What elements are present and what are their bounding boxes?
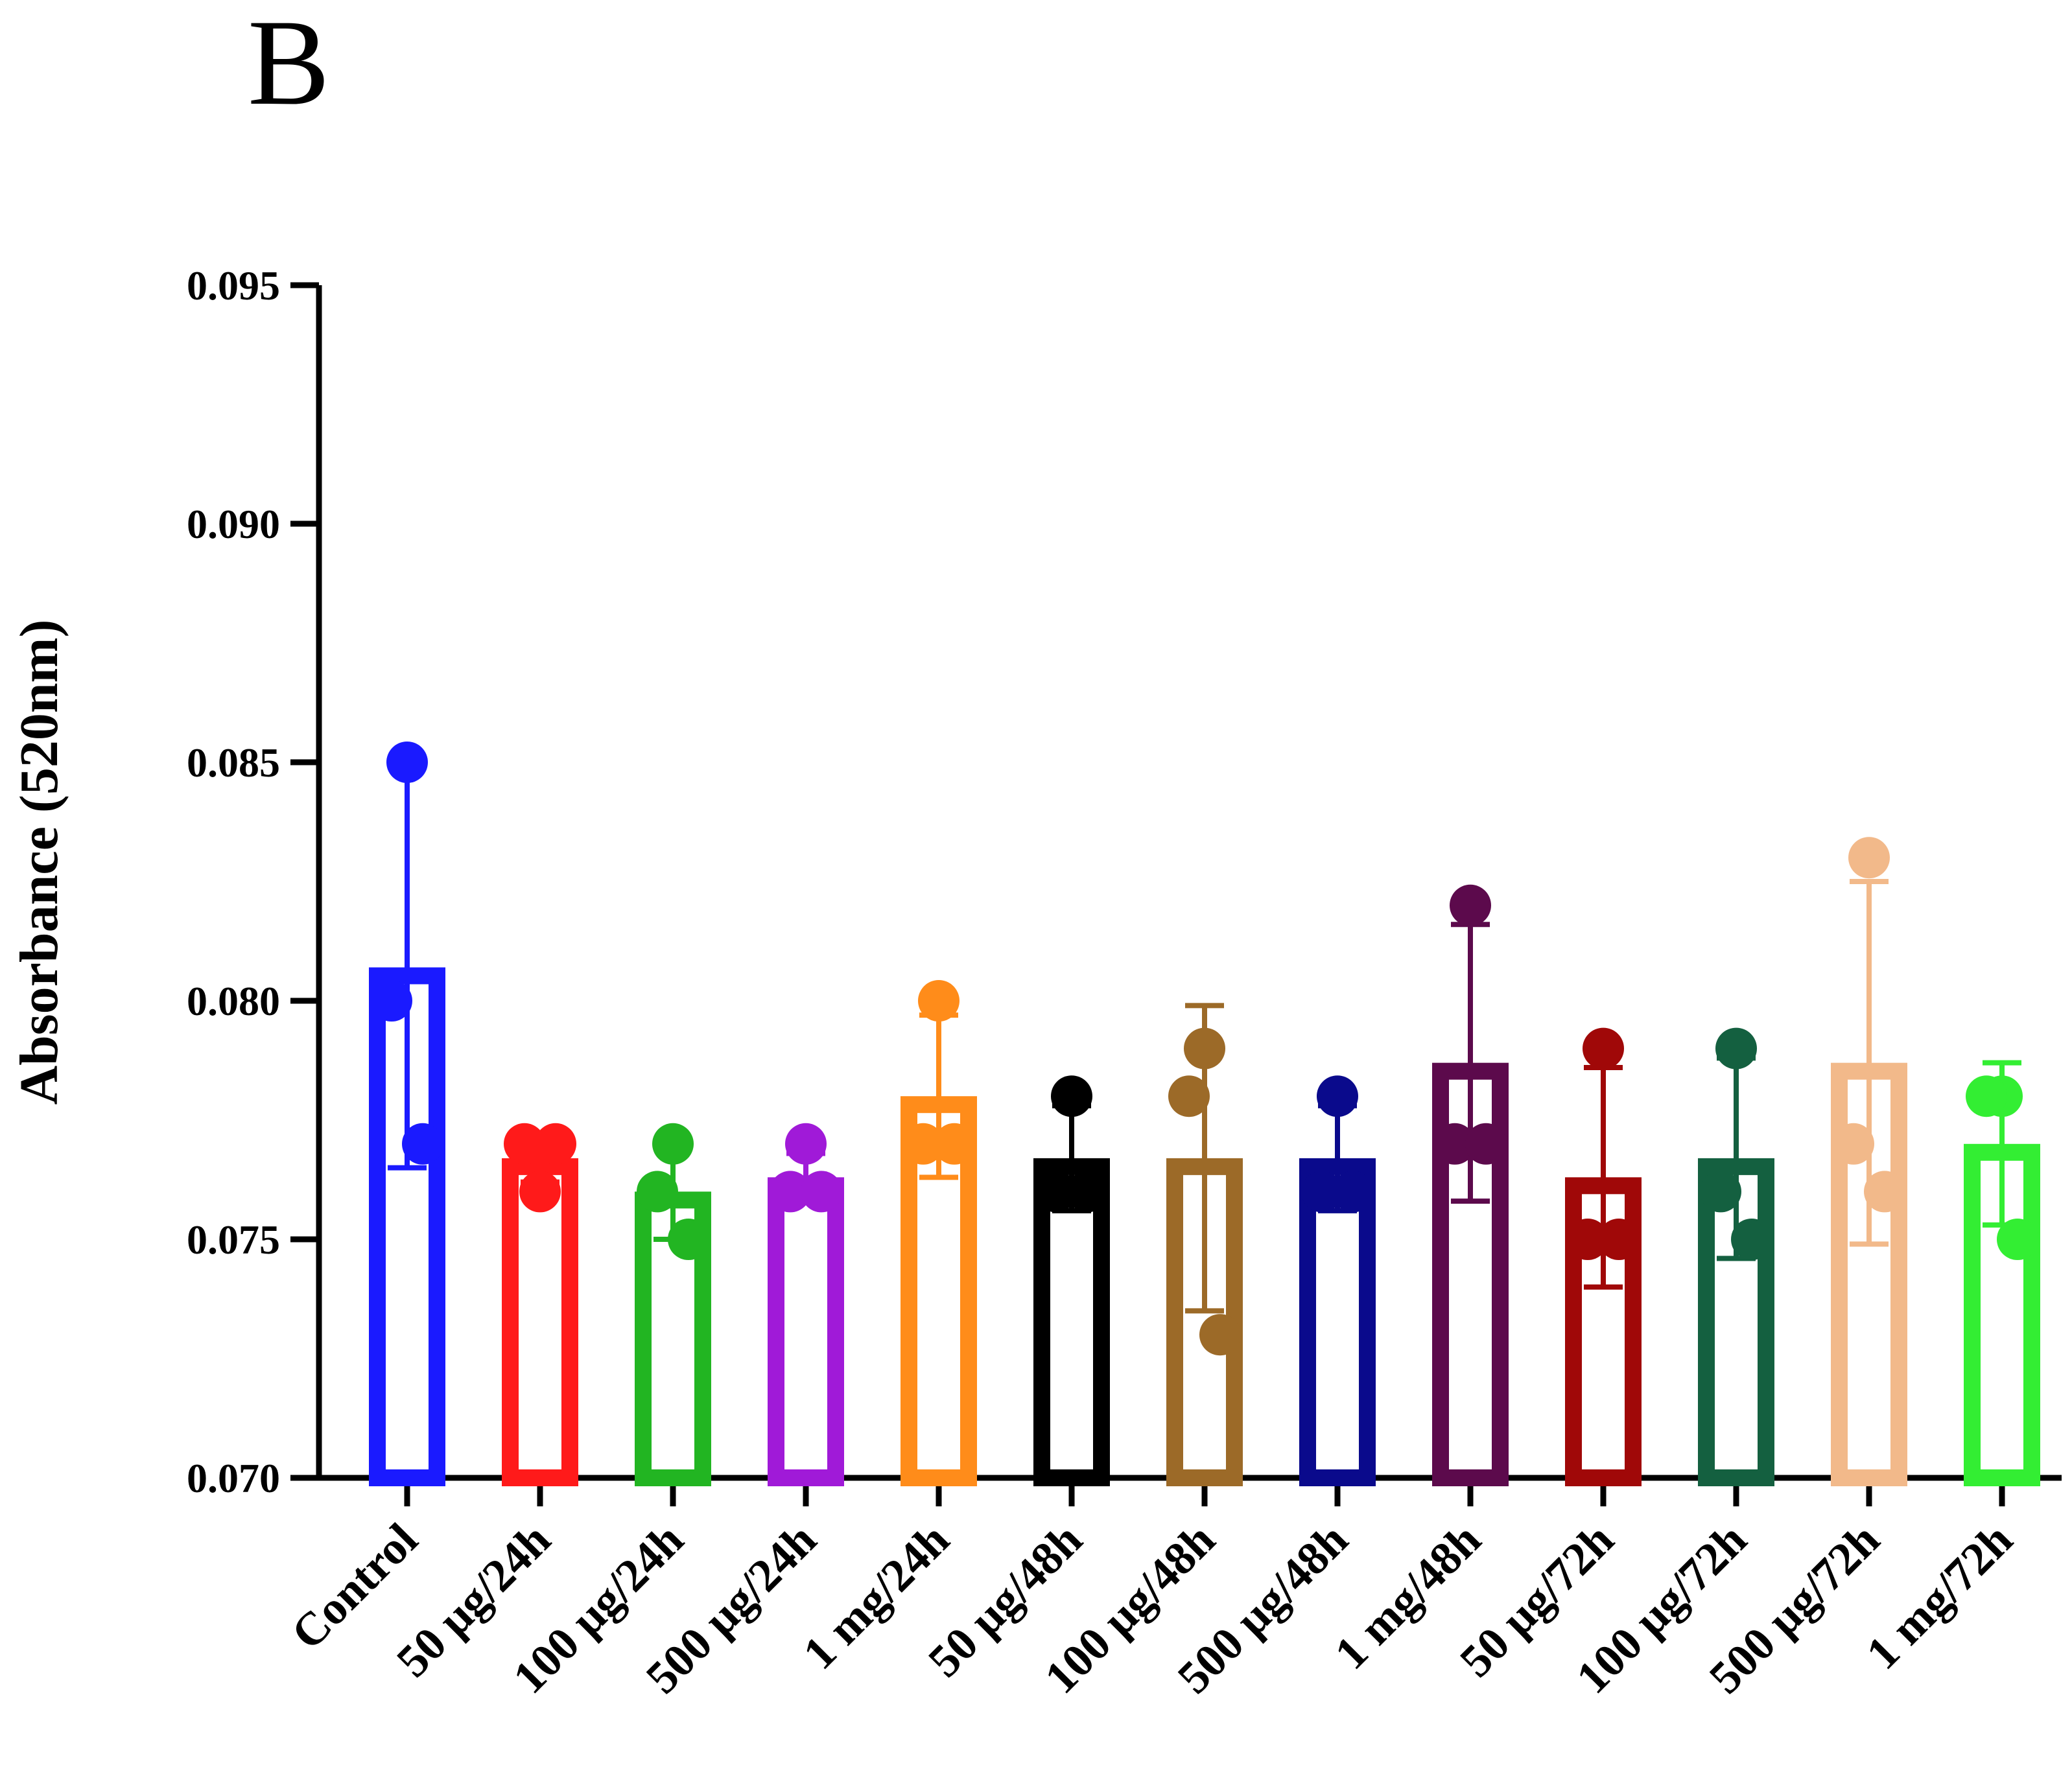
data-point [1997,1219,2038,1260]
data-point [402,1123,443,1165]
data-point [504,1123,545,1165]
bar [768,1177,844,1486]
data-point [1199,1314,1241,1356]
data-point [1450,884,1491,926]
data-point [934,1123,975,1165]
data-point [1332,1171,1374,1213]
data-point [1434,1123,1476,1165]
data-point [637,1171,678,1213]
data-point [668,1219,709,1260]
data-point [519,1171,561,1213]
data-point [652,1123,694,1165]
data-point [1848,837,1890,879]
data-point [1864,1171,1905,1213]
data-point [918,980,959,1022]
data-point [535,1123,576,1165]
data-point [371,980,412,1022]
y-axis-label: Absorbance (520nm) [9,620,69,1105]
data-point [1700,1171,1741,1213]
bar [1033,1158,1110,1486]
data-point [1465,1123,1507,1165]
data-point [801,1171,842,1213]
data-point [1035,1171,1077,1213]
y-tick-label: 0.095 [187,263,280,309]
data-point [1966,1075,2007,1117]
x-tick-label: 1 mg/72h [1856,1513,2022,1679]
data-point [1567,1219,1608,1260]
data-point [1051,1075,1092,1117]
y-tick-label: 0.085 [187,740,280,786]
data-point [1317,1075,1358,1117]
y-tick-label: 0.090 [187,501,280,547]
data-point [1833,1123,1874,1165]
data-point [902,1123,944,1165]
data-point [1598,1219,1640,1260]
data-point [785,1123,827,1165]
data-point [386,742,428,783]
y-tick-label: 0.070 [187,1455,280,1501]
data-point [1168,1075,1210,1117]
data-points-group [371,742,2038,1356]
data-point [770,1171,811,1213]
y-tick-label: 0.080 [187,978,280,1024]
data-point [1715,1027,1757,1069]
data-point [1583,1027,1624,1069]
data-point [1301,1171,1343,1213]
axes: 0.070 0.075 0.080 0.085 0.090 0.095 [187,263,2062,1506]
data-point [1066,1171,1108,1213]
data-point [1731,1219,1772,1260]
y-tick-label: 0.075 [187,1217,280,1263]
panel-label: B [248,0,330,131]
bar [1299,1158,1376,1486]
data-point [1184,1027,1225,1069]
bar [502,1158,578,1486]
